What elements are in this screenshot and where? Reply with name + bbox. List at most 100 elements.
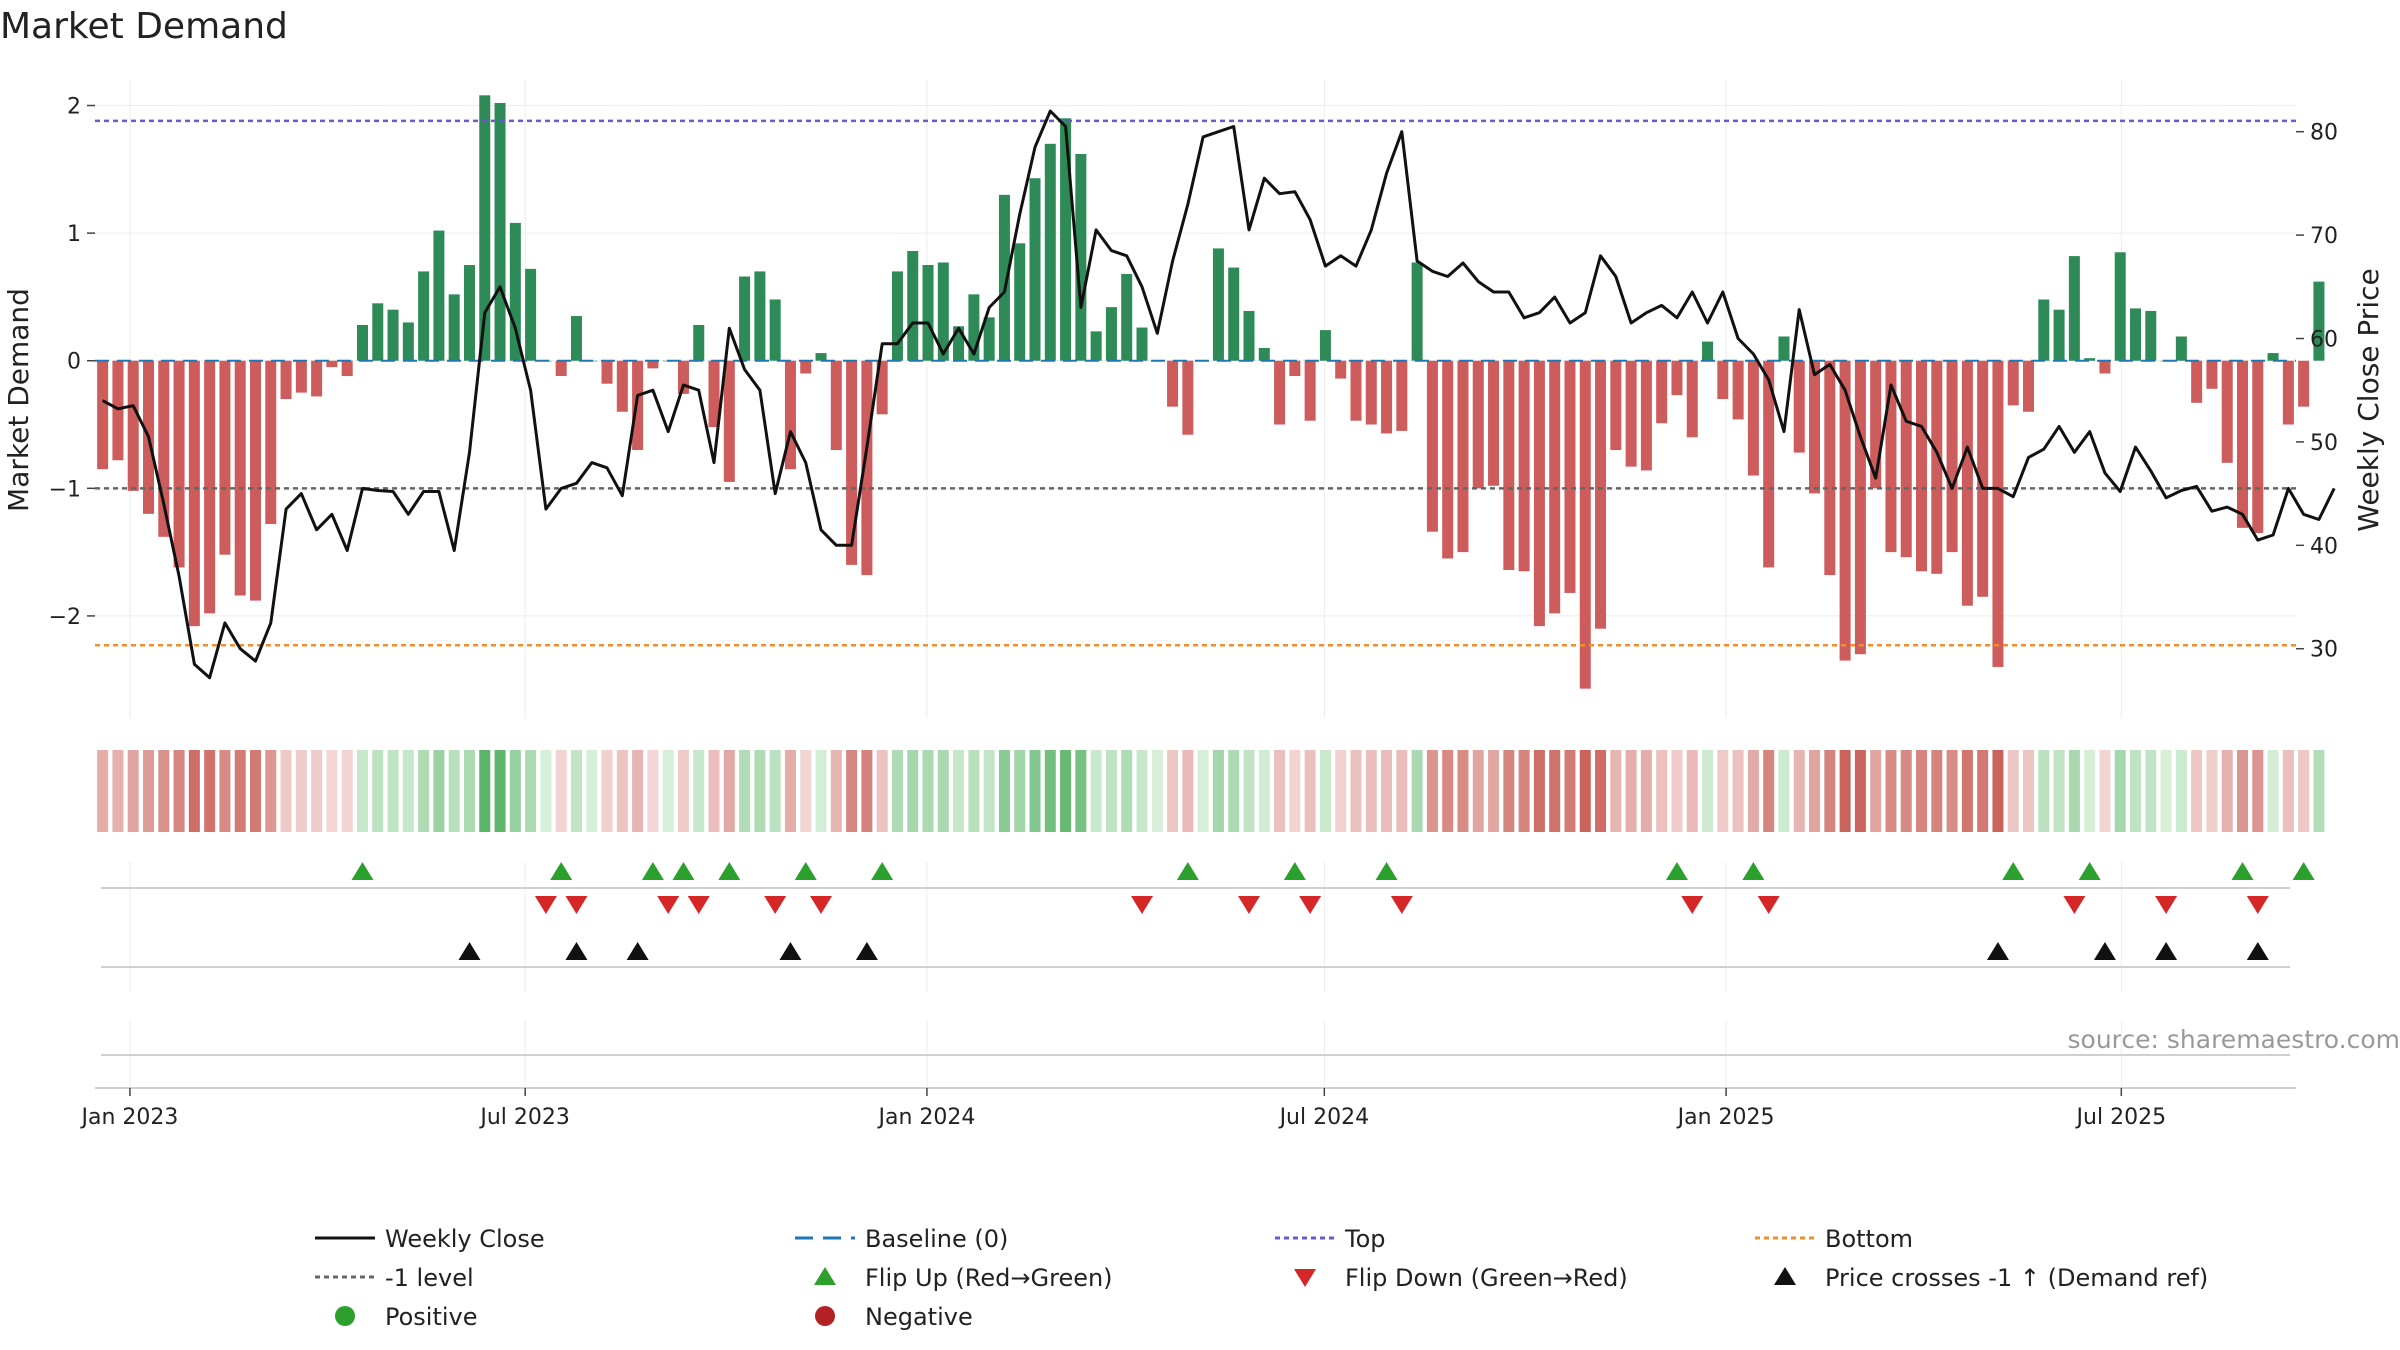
heat-strip-cell — [1442, 750, 1454, 832]
demand-bar — [1916, 360, 1928, 572]
heat-strip-cell — [1488, 750, 1500, 832]
demand-bar — [1900, 360, 1912, 558]
price-cross-marker — [855, 942, 878, 960]
heat-strip-cell — [1961, 750, 1973, 832]
demand-bar — [1090, 331, 1102, 361]
demand-bar — [1411, 262, 1423, 361]
heat-strip-cell — [1686, 750, 1698, 832]
heat-strip-cell — [1365, 750, 1377, 832]
demand-bar — [1702, 341, 1714, 361]
heat-strip-cell — [1885, 750, 1897, 832]
heat-strip-cell — [97, 750, 109, 832]
heat-strip-cell — [418, 750, 430, 832]
demand-bar — [1854, 360, 1866, 655]
heat-strip-cell — [341, 750, 353, 832]
flip-up-marker — [351, 862, 374, 880]
demand-bar — [754, 271, 766, 361]
source-note: source: sharemaestro.com — [2068, 1025, 2400, 1054]
heat-strip-cell — [2221, 750, 2233, 832]
heat-strip-cell — [1243, 750, 1255, 832]
demand-bar — [616, 360, 628, 412]
heat-strip-cell — [647, 750, 659, 832]
heat-strip-cell — [1396, 750, 1408, 832]
legend-swatch — [1774, 1267, 1796, 1285]
demand-bar — [1992, 360, 2004, 667]
demand-bar — [1319, 330, 1331, 361]
heat-strip-cell — [1090, 750, 1102, 832]
flip-down-marker — [1237, 896, 1260, 914]
demand-bar — [356, 324, 368, 361]
flip-up-marker — [718, 862, 741, 880]
demand-bar — [1121, 273, 1133, 361]
legend-item: Negative — [815, 1303, 973, 1331]
heat-strip-cell — [2099, 750, 2111, 832]
heat-strip-cell — [1121, 750, 1133, 832]
heat-strip-cell — [463, 750, 475, 832]
heat-strip-cell — [1151, 750, 1163, 832]
flip-down-marker — [764, 896, 787, 914]
heat-strip-cell — [1060, 750, 1072, 832]
heat-strip-cell — [2068, 750, 2080, 832]
demand-bar — [1732, 360, 1744, 420]
demand-bar — [1365, 360, 1377, 425]
legend-swatch — [335, 1306, 355, 1326]
flip-down-marker — [1757, 896, 1780, 914]
demand-bar — [1212, 248, 1224, 361]
demand-bar — [1014, 243, 1026, 361]
demand-bar — [158, 360, 170, 537]
y2-tick-label: 50 — [2310, 431, 2338, 456]
heat-strip-cell — [1579, 750, 1591, 832]
legend-label: Baseline (0) — [865, 1225, 1008, 1253]
heat-strip-cell — [1228, 750, 1240, 832]
flip-down-marker — [810, 896, 833, 914]
demand-bar — [907, 250, 919, 361]
demand-bar — [418, 271, 430, 361]
demand-bar — [1396, 360, 1408, 431]
heat-strip-cell — [1105, 750, 1117, 832]
legend-item: Price crosses -1 ↑ (Demand ref) — [1774, 1264, 2208, 1292]
heat-strip-cell — [1931, 750, 1943, 832]
event-markers — [95, 862, 2315, 1089]
demand-bar — [1778, 336, 1790, 361]
price-cross-marker — [779, 942, 802, 960]
demand-bar — [800, 360, 812, 374]
demand-bar — [127, 360, 139, 491]
demand-bar — [1747, 360, 1759, 476]
demand-bar — [1533, 360, 1545, 627]
legend-label: Price crosses -1 ↑ (Demand ref) — [1825, 1264, 2208, 1292]
legend-swatch — [1294, 1269, 1316, 1287]
heat-strip-cell — [1029, 750, 1041, 832]
demand-bar — [937, 262, 949, 361]
heat-strip-cell — [1518, 750, 1530, 832]
demand-bar — [326, 360, 338, 368]
price-cross-marker — [458, 942, 481, 960]
demand-bar — [647, 360, 659, 369]
flip-down-marker — [1299, 896, 1322, 914]
legend: Weekly Close Baseline (0) Top Bottom -1 leve… — [315, 1225, 2208, 1331]
heat-strip-cell — [1854, 750, 1866, 832]
heat-strip-cell — [723, 750, 735, 832]
demand-bar — [1839, 360, 1851, 661]
heat-strip-cell — [1564, 750, 1576, 832]
heat-strip-cell — [1319, 750, 1331, 832]
heat-strip-cell — [1044, 750, 1056, 832]
heat-strip-cell — [1625, 750, 1637, 832]
flip-up-marker — [2078, 862, 2101, 880]
heat-strip-cell — [525, 750, 537, 832]
heat-strip-cell — [1839, 750, 1851, 832]
demand-bar — [1640, 360, 1652, 471]
heat-strip-cell — [2282, 750, 2294, 832]
demand-bar — [387, 309, 399, 361]
demand-bar — [249, 360, 261, 601]
demand-bar — [1029, 178, 1041, 361]
demand-bar — [1350, 360, 1362, 421]
heat-strip-cell — [891, 750, 903, 832]
demand-bar — [693, 324, 705, 361]
flip-up-marker — [672, 862, 695, 880]
demand-bar — [1977, 360, 1989, 597]
demand-bar — [311, 360, 323, 397]
demand-bar — [1258, 347, 1270, 361]
heat-strip-cell — [555, 750, 567, 832]
demand-bar — [2099, 360, 2111, 374]
demand-bar — [1060, 118, 1072, 361]
